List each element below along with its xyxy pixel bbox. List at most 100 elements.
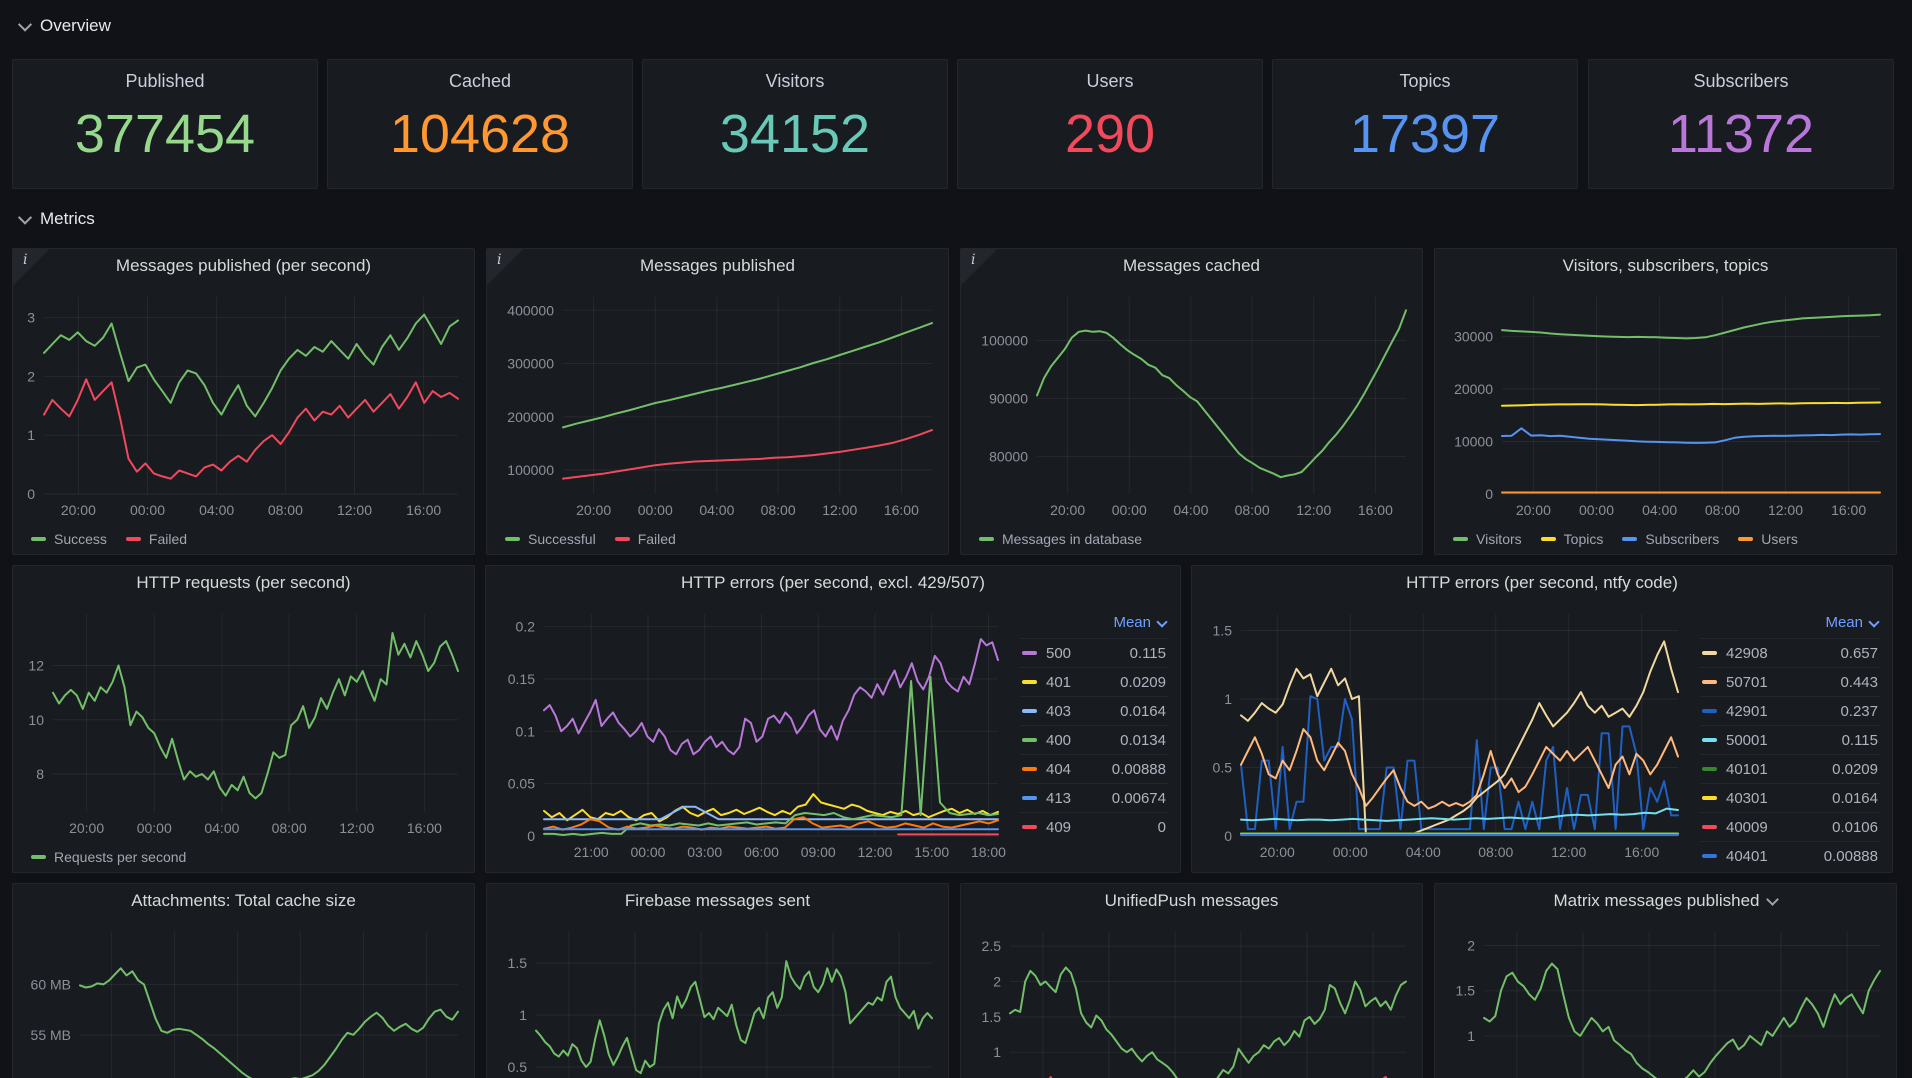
mean-value: 0.0106 <box>1832 818 1878 836</box>
series-code-label[interactable]: 413 <box>1046 789 1072 807</box>
panel-info-icon[interactable]: i <box>961 249 997 285</box>
chart-svg[interactable]: 100000 200000 300000 400000 20:00 00:00 04:00 0… <box>487 283 948 524</box>
legend-swatch-icon <box>1022 680 1037 684</box>
chart-svg[interactable]: 80000 90000 100000 20:00 00:00 04:00 08:00 12:0… <box>961 283 1422 524</box>
legend-swatch-icon <box>31 855 46 859</box>
mean-value: 0.0134 <box>1120 731 1166 749</box>
mean-column-header[interactable]: Mean <box>1700 612 1880 638</box>
x-axis-tick: 00:00 <box>1112 502 1147 518</box>
chevron-down-icon[interactable] <box>1766 892 1780 906</box>
series-line-401 <box>543 793 999 823</box>
panel-header[interactable]: Messages published (per second) <box>13 249 474 283</box>
chart-svg[interactable]: 0 0.5 1 1.5 20:00 00:00 04:00 08:00 12:00 16:00 <box>1192 600 1694 866</box>
legend-item-successful[interactable]: Successful <box>505 531 596 547</box>
chart-area: 1 1.5 2 <box>1435 918 1896 1078</box>
legend-item-success[interactable]: Success <box>31 531 107 547</box>
section-metrics[interactable]: Metrics <box>17 209 95 229</box>
legend-item-topics[interactable]: Topics <box>1540 531 1603 547</box>
mean-value: 0.0164 <box>1120 702 1166 720</box>
series-line-42908 <box>1240 640 1679 836</box>
legend-swatch-icon <box>1022 709 1037 713</box>
chart-area: 0 1 2 3 20:00 00:00 04:00 08:00 12:00 16:00 Succes… <box>13 283 474 554</box>
series-code-label[interactable]: 404 <box>1046 760 1072 778</box>
series-line-50701 <box>1240 728 1679 810</box>
panel-info-icon[interactable]: i <box>487 249 523 285</box>
y-axis-tick: 0.5 <box>508 1059 528 1075</box>
series-code-label[interactable]: 40401 <box>1726 847 1768 865</box>
y-axis-tick: 0 <box>1485 486 1493 502</box>
panel-title: Visitors, subscribers, topics <box>1562 256 1769 275</box>
chart-legend: Successful Failed <box>505 531 676 547</box>
chart-svg[interactable]: 0 10000 20000 30000 20:00 00:00 04:00 08:00 12:0… <box>1435 283 1896 524</box>
legend-swatch-icon <box>1702 854 1717 858</box>
chart-legend: Requests per second <box>31 849 186 865</box>
series-code-label[interactable]: 50001 <box>1726 731 1768 749</box>
legend-table-row: 40101 0.0209 <box>1700 754 1880 783</box>
y-axis-tick: 100000 <box>981 332 1028 348</box>
chart-svg[interactable]: 8 10 12 20:00 00:00 04:00 08:00 12:00 16:00 <box>13 600 474 842</box>
series-code-label[interactable]: 40009 <box>1726 818 1768 836</box>
panel-header[interactable]: HTTP errors (per second, excl. 429/507) <box>486 566 1180 600</box>
x-axis-tick: 20:00 <box>1260 844 1295 860</box>
chart-svg[interactable]: 0.5 1 1.5 <box>487 918 948 1078</box>
panel-header[interactable]: HTTP errors (per second, ntfy code) <box>1192 566 1892 600</box>
legend-item-users[interactable]: Users <box>1738 531 1798 547</box>
y-axis-tick: 1 <box>1467 1028 1475 1044</box>
series-code-label[interactable]: 42908 <box>1726 644 1768 662</box>
legend-label: Requests per second <box>54 849 187 865</box>
panel-info-icon[interactable]: i <box>13 249 49 285</box>
panel-header[interactable]: Firebase messages sent <box>487 884 948 918</box>
mean-value: 0.115 <box>1129 644 1166 662</box>
panel-header[interactable]: HTTP requests (per second) <box>13 566 474 600</box>
y-axis-tick: 2 <box>993 974 1001 990</box>
series-code-label[interactable]: 40101 <box>1726 760 1768 778</box>
x-axis-tick: 16:00 <box>1624 844 1659 860</box>
chart-svg[interactable]: 55 MB 60 MB <box>13 918 474 1078</box>
section-title: Metrics <box>40 209 95 228</box>
series-code-label[interactable]: 403 <box>1046 702 1072 720</box>
stat-label: Published <box>125 71 205 91</box>
mean-value: 0.115 <box>1841 731 1878 749</box>
chart-svg[interactable]: 0 0.05 0.1 0.15 0.2 21:00 00:00 03:00 06:00 09:00… <box>486 600 1014 866</box>
series-code-label[interactable]: 42901 <box>1726 702 1768 720</box>
legend-item-failed[interactable]: Failed <box>614 531 676 547</box>
x-axis-tick: 00:00 <box>1333 844 1368 860</box>
y-axis-tick: 0 <box>27 486 35 502</box>
legend-table-row: 40009 0.0106 <box>1700 812 1880 841</box>
x-axis-tick: 08:00 <box>268 502 303 518</box>
chart-legend: Messages in database <box>979 531 1142 547</box>
legend-item-messages-in-database[interactable]: Messages in database <box>979 531 1142 547</box>
legend-item-subscribers[interactable]: Subscribers <box>1622 531 1719 547</box>
series-code-label[interactable]: 500 <box>1046 644 1072 662</box>
chart-area: 0 0.05 0.1 0.15 0.2 21:00 00:00 03:00 06:00 09:00… <box>486 600 1180 872</box>
panel-header[interactable]: Messages published <box>487 249 948 283</box>
chart-svg[interactable]: 11.52 <box>1435 918 1896 1078</box>
panel-header[interactable]: UnifiedPush messages <box>961 884 1422 918</box>
panel-header[interactable]: Matrix messages published <box>1435 884 1896 918</box>
section-overview[interactable]: Overview <box>17 16 111 36</box>
series-code-label[interactable]: 401 <box>1046 673 1072 691</box>
series-code-label[interactable]: 400 <box>1046 731 1072 749</box>
mean-value: 0.237 <box>1840 702 1878 720</box>
panel-header[interactable]: Messages cached <box>961 249 1422 283</box>
panel-header[interactable]: Visitors, subscribers, topics <box>1435 249 1896 283</box>
panel-title: Messages published <box>640 256 795 275</box>
legend-item-failed[interactable]: Failed <box>125 531 187 547</box>
series-code-label[interactable]: 409 <box>1046 818 1072 836</box>
legend-item-visitors[interactable]: Visitors <box>1453 531 1522 547</box>
legend-item-requests-per-second[interactable]: Requests per second <box>31 849 186 865</box>
panel-title: HTTP requests (per second) <box>136 573 351 592</box>
legend-table-row: 40301 0.0164 <box>1700 783 1880 812</box>
mean-column-header[interactable]: Mean <box>1020 612 1168 638</box>
y-axis-tick: 200000 <box>507 409 554 425</box>
chart-svg[interactable]: 1 1.5 2 2.5 <box>961 918 1422 1078</box>
x-axis-tick: 20:00 <box>1516 502 1551 518</box>
panel-header[interactable]: Attachments: Total cache size <box>13 884 474 918</box>
x-axis-tick: 08:00 <box>272 820 307 836</box>
stat-label: Cached <box>448 71 512 91</box>
chart-svg[interactable]: 0 1 2 3 20:00 00:00 04:00 08:00 12:00 16:00 <box>13 283 474 524</box>
series-code-label[interactable]: 40301 <box>1726 789 1768 807</box>
series-code-label[interactable]: 50701 <box>1726 673 1768 691</box>
x-axis-tick: 18:00 <box>971 844 1006 860</box>
legend-swatch-icon <box>1022 767 1037 771</box>
